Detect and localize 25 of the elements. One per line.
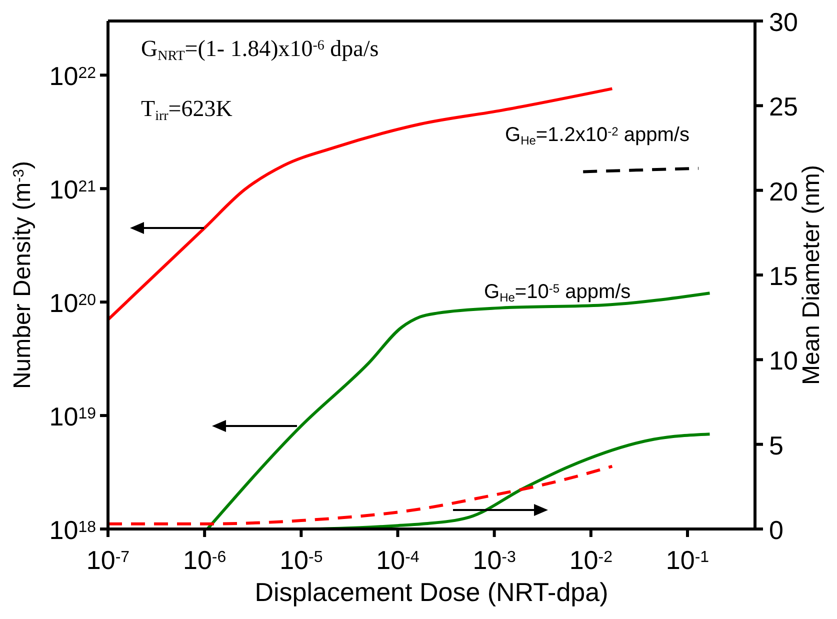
x-tick-label: 10$^{-1}$ xyxy=(666,545,710,575)
annotation: T$_{irr}$=623K xyxy=(141,96,233,124)
x-tick-label: 10$^{-4}$ xyxy=(376,545,420,575)
y2-tick-label: 10 xyxy=(769,346,798,376)
annotation: G$_{NRT}$=(1- 1.84)x10$^{-6}$ dpa/s xyxy=(141,36,379,64)
x-tick-label: 10$^{-7}$ xyxy=(86,545,130,575)
y2-tick-label: 15 xyxy=(769,261,798,291)
y-tick-label: 10$^{18}$ xyxy=(49,515,96,545)
y-tick-label: 10$^{22}$ xyxy=(49,61,96,92)
y-tick-label: 10$^{21}$ xyxy=(49,174,96,205)
x-tick-label: 10$^{-3}$ xyxy=(472,545,516,575)
y2-tick-label: 25 xyxy=(769,92,798,122)
y2-tick-label: 30 xyxy=(769,7,798,37)
y-tick-label: 10$^{19}$ xyxy=(49,402,96,432)
y2-tick-label: 5 xyxy=(769,430,784,460)
y2-tick-label: 20 xyxy=(769,176,798,206)
y-tick-label: 10$^{20}$ xyxy=(49,288,96,318)
y2-axis-title: Mean Diameter (nm) xyxy=(798,164,825,386)
x-tick-label: 10$^{-6}$ xyxy=(183,545,226,575)
annotation: G$_{He}$=1.2x10$^{-2}$ appm/s xyxy=(505,124,690,148)
y2-tick-label: 0 xyxy=(769,515,784,545)
x-axis-title: Displacement Dose (NRT-dpa) xyxy=(254,577,608,607)
x-tick-label: 10$^{-5}$ xyxy=(280,545,323,575)
annotation: G$_{He}$=10$^{-5}$ appm/s xyxy=(484,281,631,305)
x-tick-label: 10$^{-2}$ xyxy=(569,545,613,575)
